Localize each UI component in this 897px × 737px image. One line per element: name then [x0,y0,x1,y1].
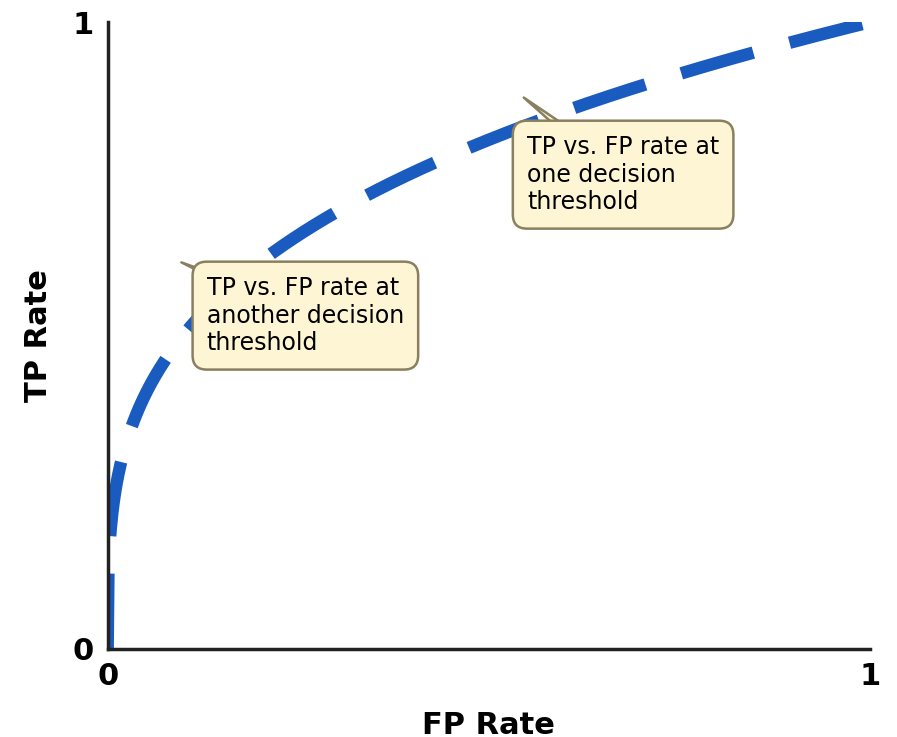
X-axis label: FP Rate: FP Rate [422,711,555,737]
Text: TP vs. FP rate at
another decision
threshold: TP vs. FP rate at another decision thres… [181,262,404,355]
Text: TP vs. FP rate at
one decision
threshold: TP vs. FP rate at one decision threshold [524,97,719,214]
Y-axis label: TP Rate: TP Rate [24,269,53,402]
